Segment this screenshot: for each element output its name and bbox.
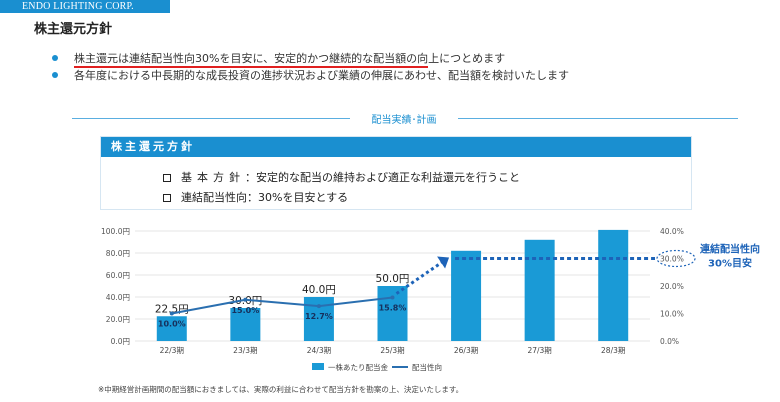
policy-row-text: ：30%を目安とする: [247, 191, 349, 204]
policy-box: 株主還元方針 基本方針：安定的な配当の維持および適正な利益還元を行うこと 連結配…: [100, 136, 692, 210]
category-label: 26/3期: [454, 346, 478, 355]
payout-point: [243, 297, 248, 302]
policy-row-text: ：安定的な配当の維持および適正な利益還元を行うこと: [245, 171, 520, 184]
left-axis-tick-label: 100.0円: [101, 227, 130, 236]
page-title: 株主還元方針: [34, 22, 113, 37]
dividend-bar: [230, 308, 261, 341]
right-axis-tick-label: 10.0%: [660, 310, 684, 319]
bullet-text: 各年度における中長期的な成長投資の進捗状況および業績の伸展にあわせ、配当額を検討…: [74, 69, 569, 82]
target-annotation-line1: 連結配当性向: [700, 243, 760, 256]
right-axis-tick-label: 20.0%: [660, 282, 684, 291]
right-axis-tick-label: 0.0%: [660, 337, 679, 346]
checkbox-icon: [163, 174, 171, 182]
category-label: 28/3期: [601, 346, 625, 355]
payout-data-label: 15.8%: [379, 304, 407, 313]
policy-bullets: 株主還元は連結配当性向30%を目安に、安定的かつ継続的な配当額の向上につとめます…: [50, 50, 569, 84]
legend-line-label: 配当性向: [412, 362, 442, 372]
payout-data-label: 10.0%: [158, 320, 186, 329]
category-label: 22/3期: [160, 346, 184, 355]
company-logo: ENDO LIGHTING CORP.: [0, 0, 170, 13]
policy-row-label: 連結配当性向: [181, 191, 247, 204]
top-band: [0, 0, 780, 13]
dividend-bar: [451, 250, 482, 341]
payout-point: [169, 311, 174, 316]
dividend-data-label: 40.0円: [302, 284, 336, 296]
left-axis-tick-label: 0.0円: [111, 337, 130, 346]
dividend-data-label: 50.0円: [376, 273, 410, 285]
section-divider-left: [72, 118, 350, 119]
section-label: 配当実績･計画: [371, 115, 437, 126]
section-divider-right: [458, 118, 738, 119]
left-axis-tick-label: 40.0円: [106, 293, 130, 302]
footnote: ※中期経営計画期間の配当額におきましては、実際の利益に合わせて配当方針を勘案の上…: [98, 385, 464, 394]
category-label: 25/3期: [380, 346, 404, 355]
legend-bar-swatch: [312, 363, 324, 370]
left-axis-tick-label: 20.0円: [106, 315, 130, 324]
bullet-item: 各年度における中長期的な成長投資の進捗状況および業績の伸展にあわせ、配当額を検討…: [50, 67, 569, 84]
payout-point: [316, 304, 321, 309]
right-axis-tick-label: 40.0%: [660, 227, 684, 236]
policy-header: 株主還元方針: [101, 137, 691, 157]
payout-data-label: 12.7%: [305, 312, 333, 321]
target-annotation-line2: 30%目安: [708, 257, 752, 270]
emphasis-underline: [74, 66, 428, 68]
left-axis-tick-label: 80.0円: [106, 249, 130, 258]
dividend-bar: [598, 229, 629, 341]
dividend-bar: [156, 316, 187, 341]
payout-point: [390, 295, 395, 300]
payout-line: [171, 296, 393, 315]
bullet-item: 株主還元は連結配当性向30%を目安に、安定的かつ継続的な配当額の向上につとめます: [50, 50, 569, 67]
policy-row-label: 基本方針: [181, 171, 245, 184]
legend-bar-label: 一株あたり配当金: [328, 362, 388, 372]
bullet-text: 株主還元は連結配当性向30%を目安に、安定的かつ継続的な配当額の向上につとめます: [74, 52, 506, 65]
bullet-dot-icon: [52, 55, 58, 61]
policy-row-payout: 連結配当性向：30%を目安とする: [163, 189, 348, 205]
category-label: 24/3期: [307, 346, 331, 355]
category-label: 27/3期: [527, 346, 551, 355]
policy-row-basic: 基本方針：安定的な配当の維持および適正な利益還元を行うこと: [163, 169, 520, 185]
right-axis-tick-label: 30.0%: [660, 255, 684, 264]
dividend-bar: [524, 239, 555, 341]
target-highlight-ellipse: [656, 249, 696, 268]
checkbox-icon: [163, 194, 171, 202]
left-axis-tick-label: 60.0円: [106, 271, 130, 280]
payout-data-label: 15.0%: [231, 306, 259, 315]
dividend-bar: [377, 286, 408, 341]
category-label: 23/3期: [233, 346, 257, 355]
target-arrow-head: [437, 256, 450, 269]
bullet-dot-icon: [52, 72, 58, 78]
